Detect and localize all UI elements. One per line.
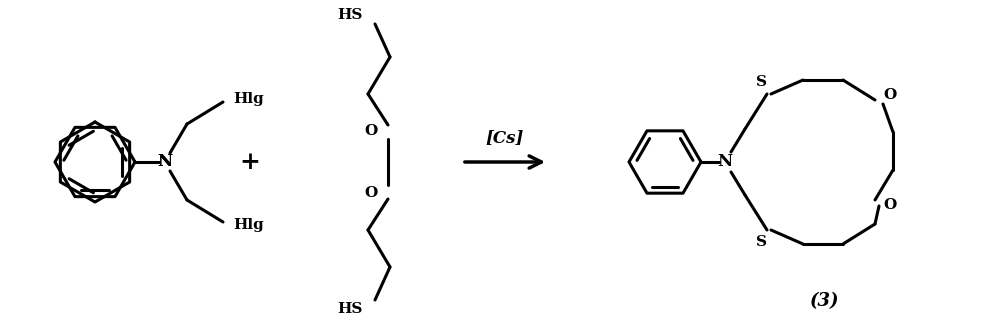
Text: O: O (364, 186, 378, 200)
Text: Hlg: Hlg (233, 92, 264, 106)
Text: [Cs]: [Cs] (486, 130, 524, 147)
Text: N: N (717, 153, 733, 171)
Text: N: N (157, 153, 173, 171)
Text: S: S (756, 75, 767, 89)
Text: N: N (157, 153, 173, 171)
Text: +: + (240, 150, 260, 174)
Text: (3): (3) (810, 292, 840, 310)
Text: O: O (883, 88, 897, 102)
Text: Hlg: Hlg (233, 218, 264, 232)
Text: HS: HS (338, 302, 363, 316)
Text: HS: HS (338, 8, 363, 22)
Text: S: S (756, 235, 767, 249)
Text: O: O (883, 198, 897, 212)
Text: O: O (364, 124, 378, 138)
